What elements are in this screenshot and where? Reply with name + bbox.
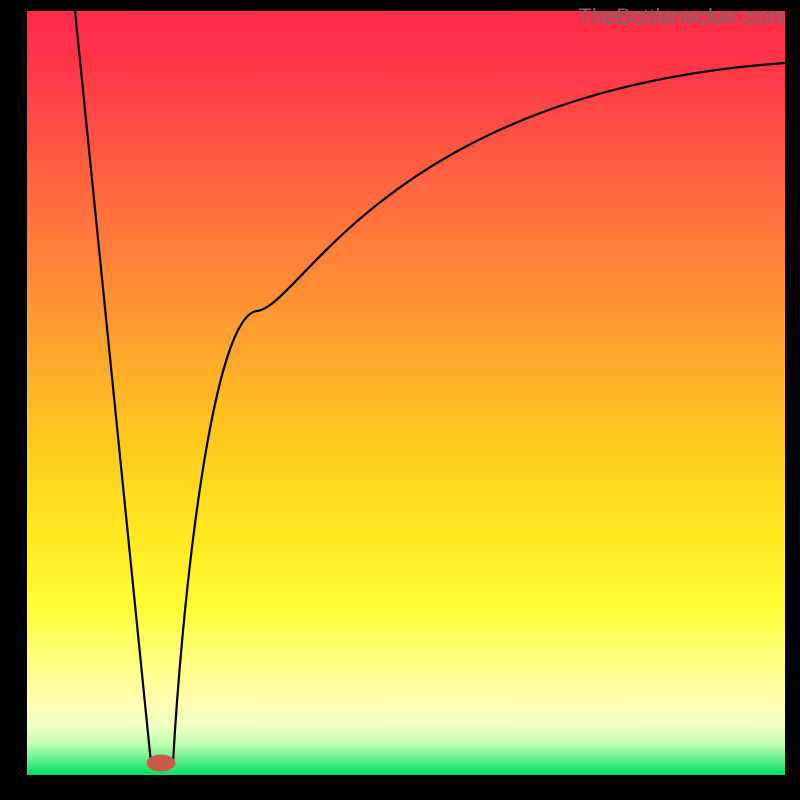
watermark-text: TheBottlenecker.com (578, 4, 785, 30)
chart-container: TheBottlenecker.com (0, 0, 800, 800)
vertex-marker (147, 755, 175, 771)
plot-svg (27, 11, 785, 775)
plot-area (27, 11, 785, 775)
